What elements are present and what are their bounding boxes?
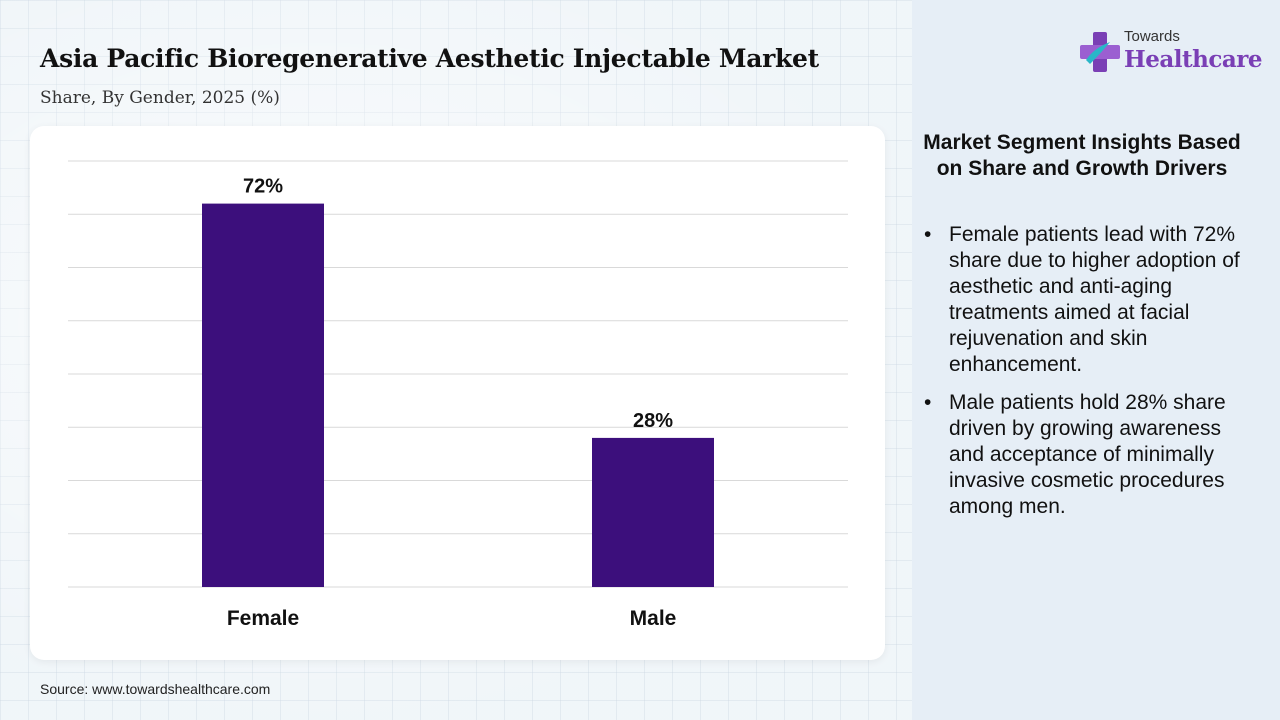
chart-card: 72% Female 28% Male xyxy=(30,126,885,660)
insights-title: Market Segment Insights Based on Share a… xyxy=(923,131,1241,180)
chart-subtitle: Share, By Gender, 2025 (%) xyxy=(40,88,280,108)
insight-bullet-male: • Male patients hold 28% share driven by… xyxy=(920,390,1250,520)
logo-text-towards: Towards xyxy=(1124,28,1180,45)
insight-bullet-female: • Female patients lead with 72% share du… xyxy=(920,222,1250,378)
plus-cross-icon xyxy=(1080,32,1120,72)
insight-text: Female patients lead with 72% share due … xyxy=(949,223,1240,376)
data-label-female: 72% xyxy=(243,176,283,198)
bar-male xyxy=(592,437,714,587)
x-tick-label-male: Male xyxy=(630,607,677,630)
x-tick-label-female: Female xyxy=(227,607,299,630)
source-note: Source: www.towardshealthcare.com xyxy=(40,681,271,697)
bar-female xyxy=(202,203,324,587)
bullet-dot-icon: • xyxy=(924,223,932,246)
towards-healthcare-logo: Towards Healthcare xyxy=(1080,28,1263,78)
logo-text-healthcare: Healthcare xyxy=(1124,46,1263,73)
insights-list: • Female patients lead with 72% share du… xyxy=(920,222,1250,532)
data-label-male: 28% xyxy=(633,410,673,432)
insight-text: Male patients hold 28% share driven by g… xyxy=(949,391,1226,518)
chart-title: Asia Pacific Bioregenerative Aesthetic I… xyxy=(40,44,819,73)
insights-panel xyxy=(912,0,1280,720)
bullet-dot-icon: • xyxy=(924,391,932,414)
bar-chart: 72% Female 28% Male xyxy=(68,160,848,630)
